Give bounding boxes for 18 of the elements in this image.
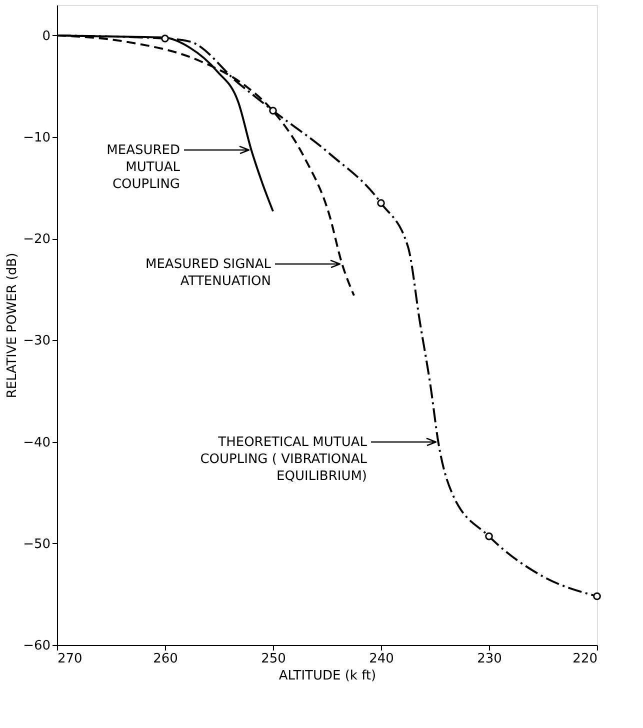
x-tick-label: 270 [58,652,82,666]
x-tick-label: 260 [153,652,178,666]
y-tick-label: −50 [23,536,50,552]
x-axis-title: ALTITUDE (k ft) [278,668,376,684]
y-axis-title: RELATIVE POWER (dB) [5,252,20,398]
y-tick-label: −60 [23,638,50,654]
x-tick-label: 240 [369,652,394,666]
x-tick-label: 230 [477,652,502,666]
x-tick-label: 220 [572,652,598,666]
annotation: MEASURED MUTUAL COUPLING [106,143,181,192]
y-tick-label: 0 [42,28,50,44]
y-tick-label: −40 [23,435,50,450]
x-tick-label: 250 [261,652,286,666]
y-tick-label: −30 [23,334,50,349]
y-tick-label: −20 [23,232,50,248]
annotation: THEORETICAL MUTUAL COUPLING ( VIBRATIONAL EQUILIBRIUM) [200,435,368,484]
y-tick-label: −10 [23,130,50,146]
annotation: MEASURED SIGNAL ATTENUATION [146,257,272,289]
